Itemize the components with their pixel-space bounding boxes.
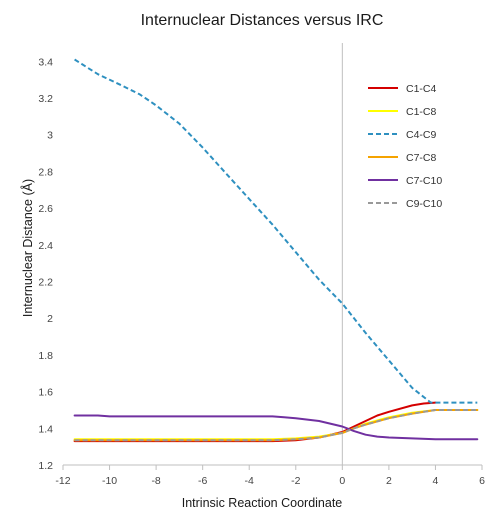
y-tick-label: 1.6 — [38, 387, 53, 399]
y-tick-label: 2.4 — [38, 240, 53, 252]
series-line-c9-c10 — [74, 409, 478, 442]
x-tick-label: 6 — [479, 475, 485, 487]
plot-area: -12 -10 -8 -6 -4 -2 0 2 4 6 1.2 1.4 1.6 1.8 2 2.2 2.4 2.6… — [38, 43, 485, 487]
x-tick-label: -8 — [151, 475, 160, 487]
x-tick-label: -10 — [102, 475, 117, 487]
y-tick-label: 2.8 — [38, 166, 53, 178]
y-tick-label: 3.4 — [38, 56, 53, 68]
y-tick-label: 1.8 — [38, 350, 53, 362]
y-tick-label: 1.4 — [38, 423, 53, 435]
x-tick-label: -2 — [291, 475, 300, 487]
legend-label-c9-c10: C9-C10 — [406, 198, 442, 210]
series-line-c7-c10 — [73, 414, 479, 441]
y-axis-title: Internuclear Distance (Å) — [20, 179, 35, 317]
x-tick-label: 4 — [433, 475, 439, 487]
y-tick-label: 2 — [47, 313, 53, 325]
y-tick-label: 3.2 — [38, 93, 53, 105]
legend-label-c7-c8: C7-C8 — [406, 152, 437, 164]
y-tick-label: 3 — [47, 130, 53, 142]
y-tick-label: 2.2 — [38, 277, 53, 289]
x-tick-label: -12 — [55, 475, 70, 487]
y-tick-label: 2.6 — [38, 203, 53, 215]
x-axis-title: Intrinsic Reaction Coordinate — [182, 496, 343, 510]
chart-title: Internuclear Distances versus IRC — [141, 12, 384, 29]
x-tick-label: 2 — [386, 475, 392, 487]
legend-label-c4-c9: C4-C9 — [406, 129, 437, 141]
x-tick-label: 0 — [339, 475, 345, 487]
legend-label-c1-c8: C1-C8 — [406, 106, 437, 118]
legend: C1-C4 C1-C8 C4-C9 C7-C8 C7-C10 C9-C10 — [368, 83, 442, 210]
legend-label-c1-c4: C1-C4 — [406, 83, 437, 95]
y-tick-label: 1.2 — [38, 460, 53, 472]
x-tick-label: -4 — [245, 475, 254, 487]
x-tick-label: -6 — [198, 475, 207, 487]
legend-label-c7-c10: C7-C10 — [406, 175, 442, 187]
